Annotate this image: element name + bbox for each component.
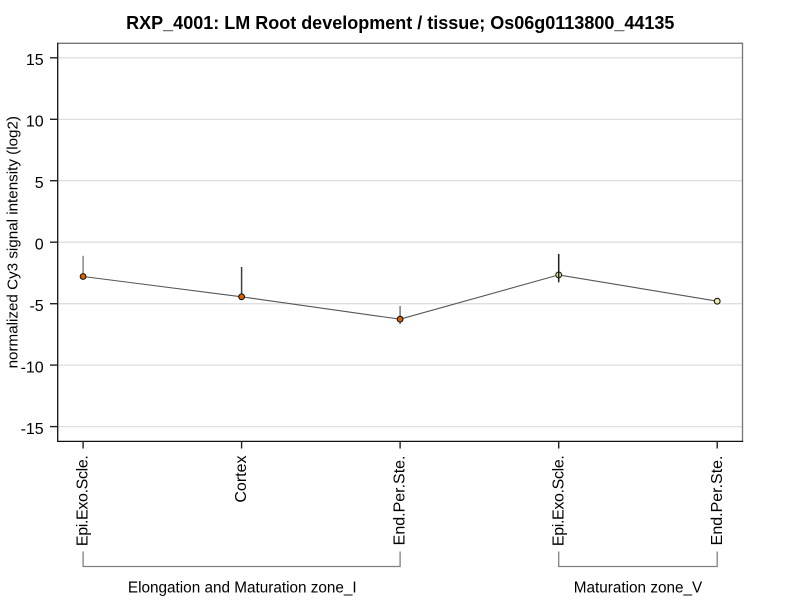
svg-text:0: 0 (35, 236, 44, 253)
svg-text:15: 15 (26, 52, 44, 69)
svg-text:-5: -5 (29, 298, 43, 315)
svg-text:-15: -15 (21, 421, 44, 438)
svg-text:Elongation and Maturation zone: Elongation and Maturation zone_I (128, 580, 357, 597)
svg-text:Maturation zone_V: Maturation zone_V (574, 580, 703, 597)
svg-text:-10: -10 (21, 359, 44, 376)
svg-text:End.Per.Ste.: End.Per.Ste. (392, 456, 409, 546)
svg-text:5: 5 (35, 175, 44, 192)
svg-text:Epi.Exo.Scle.: Epi.Exo.Scle. (75, 456, 92, 547)
svg-text:Epi.Exo.Scle.: Epi.Exo.Scle. (550, 456, 567, 547)
svg-text:normalized Cy3 signal intensit: normalized Cy3 signal intensity (log2) (5, 116, 22, 368)
svg-text:End.Per.Ste.: End.Per.Ste. (709, 456, 726, 546)
svg-text:10: 10 (26, 114, 44, 131)
svg-text:RXP_4001: LM Root development: RXP_4001: LM Root development / tissue; … (126, 13, 674, 33)
svg-text:Cortex: Cortex (233, 456, 250, 503)
